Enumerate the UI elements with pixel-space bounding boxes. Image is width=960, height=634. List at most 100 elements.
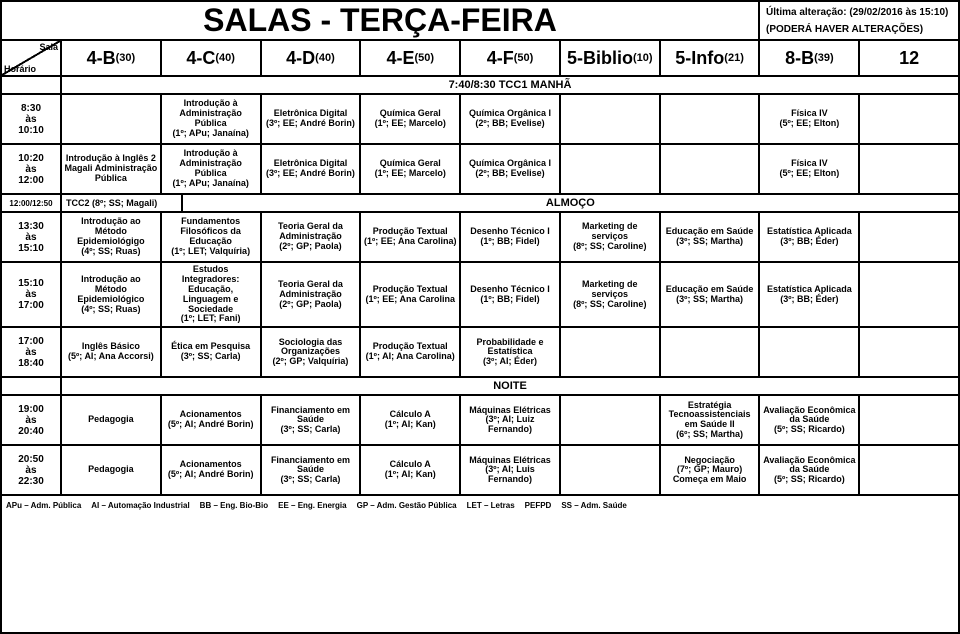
cell-3-5: Marketing de serviços(8º; SS; Caroline) xyxy=(561,263,661,326)
legend-6: PEFPD xyxy=(525,501,552,510)
cell-4-1: Ética em Pesquisa(3º; SS; Carla) xyxy=(162,328,262,376)
cell-3-8 xyxy=(860,263,958,326)
column-header-row: Sala Horário 4-B(30) 4-C(40) 4-D(40) 4-E… xyxy=(2,41,958,77)
cell-5-7: Avaliação Econômica da Saúde(5º; SS; Ric… xyxy=(760,396,860,444)
cell-0-2: Eletrônica Digital(3º; EE; André Borin) xyxy=(262,95,362,143)
cell-3-2: Teoria Geral da Administração(2º; GP; Pa… xyxy=(262,263,362,326)
cell-5-2: Financiamento em Saúde(3º; SS; Carla) xyxy=(262,396,362,444)
cell-1-0: Introdução à Inglês 2Magali Administraçã… xyxy=(62,145,162,193)
cell-3-6: Educação em Saúde(3º; SS; Martha) xyxy=(661,263,761,326)
cell-6-6: Negociação(7º; GP; Mauro)Começa em Maio xyxy=(661,446,761,494)
cell-6-5 xyxy=(561,446,661,494)
cell-3-3: Produção Textual(1º; EE; Ana Carolina xyxy=(361,263,461,326)
legend-7: SS – Adm. Saúde xyxy=(561,501,627,510)
cell-1-6 xyxy=(661,145,761,193)
cell-4-0: Inglês Básico(5º; AI; Ana Accorsi) xyxy=(62,328,162,376)
cell-2-1: Fundamentos Filosóficos da Educação(1º; … xyxy=(162,213,262,261)
col-4d: 4-D(40) xyxy=(262,41,362,75)
row-tcc2: 12:00/12:50 TCC2 (8º; SS; Magali) ALMOÇO xyxy=(2,195,958,213)
col-5info: 5-Info(21) xyxy=(661,41,761,75)
banner-noite-time xyxy=(2,378,62,394)
row-1: 10:20às12:00 Introdução à Inglês 2Magali… xyxy=(2,145,958,195)
cell-5-6: Estratégia Tecnoassistenciais em Saúde I… xyxy=(661,396,761,444)
cell-6-0: Pedagogia xyxy=(62,446,162,494)
cell-6-7: Avaliação Econômica da Saúde(5º; SS; Ric… xyxy=(760,446,860,494)
cell-1-1: Introdução à Administração Pública(1º; A… xyxy=(162,145,262,193)
cell-3-7: Estatística Aplicada(3º; BB; Éder) xyxy=(760,263,860,326)
cell-4-6 xyxy=(661,328,761,376)
cell-2-0: Introdução ao Método Epidemiológigo(4º; … xyxy=(62,213,162,261)
cell-5-0: Pedagogia xyxy=(62,396,162,444)
corner-cell: Sala Horário xyxy=(2,41,62,75)
last-change: Última alteração: (29/02/2016 às 15:10) xyxy=(766,7,952,18)
cell-1-5 xyxy=(561,145,661,193)
row-1-time: 10:20às12:00 xyxy=(2,145,62,193)
cell-6-8 xyxy=(860,446,958,494)
banner-tcc1-time xyxy=(2,77,62,93)
cell-2-4: Desenho Técnico I(1º; BB; Fidel) xyxy=(461,213,561,261)
row-6-time: 20:50às22:30 xyxy=(2,446,62,494)
banner-tcc1-text: 7:40/8:30 TCC1 MANHÃ xyxy=(62,77,958,93)
cell-4-3: Produção Textual(1º; AI; Ana Carolina) xyxy=(361,328,461,376)
meta-box: Última alteração: (29/02/2016 às 15:10) … xyxy=(758,2,958,39)
row-3-time: 15:10às17:00 xyxy=(2,263,62,326)
cell-0-6 xyxy=(661,95,761,143)
cell-1-8 xyxy=(860,145,958,193)
corner-top: Sala xyxy=(4,42,58,52)
cell-5-3: Cálculo A(1º; AI; Kan) xyxy=(361,396,461,444)
cell-4-2: Sociologia das Organizações(2º; GP; Valq… xyxy=(262,328,362,376)
banner-noite-text: NOITE xyxy=(62,378,958,394)
row-0: 8:30às10:10 Introdução à Administração P… xyxy=(2,95,958,145)
legend-4: GP – Adm. Gestão Pública xyxy=(357,501,457,510)
cell-5-8 xyxy=(860,396,958,444)
cell-1-7: Física IV(5º; EE; Elton) xyxy=(760,145,860,193)
col-4e: 4-E(50) xyxy=(361,41,461,75)
row-2: 13:30às15:10 Introdução ao Método Epidem… xyxy=(2,213,958,263)
cell-1-2: Eletrônica Digital(3º; EE; André Borin) xyxy=(262,145,362,193)
cell-3-4: Desenho Técnico I(1º; BB; Fidel) xyxy=(461,263,561,326)
banner-almoco: ALMOÇO xyxy=(183,195,958,211)
col-12: 12 xyxy=(860,41,958,75)
legend: APu – Adm. Pública AI – Automação Indust… xyxy=(2,496,958,514)
page-title: SALAS - TERÇA-FEIRA xyxy=(2,2,758,39)
cell-6-1: Acionamentos(5º; AI; André Borin) xyxy=(162,446,262,494)
cell-5-1: Acionamentos(5º; AI; André Borin) xyxy=(162,396,262,444)
row-6: 20:50às22:30 Pedagogia Acionamentos(5º; … xyxy=(2,446,958,496)
cell-1-4: Química Orgânica I(2º; BB; Evelise) xyxy=(461,145,561,193)
cell-0-5 xyxy=(561,95,661,143)
legend-3: EE – Eng. Energia xyxy=(278,501,346,510)
banner-tcc1: 7:40/8:30 TCC1 MANHÃ xyxy=(2,77,958,95)
cell-6-2: Financiamento em Saúde(3º; SS; Carla) xyxy=(262,446,362,494)
legend-1: AI – Automação Industrial xyxy=(91,501,189,510)
disclaimer: (PODERÁ HAVER ALTERAÇÕES) xyxy=(766,24,952,35)
cell-3-1: Estudos Integradores: Educação, Linguage… xyxy=(162,263,262,326)
cell-6-4: Máquinas Elétricas(3º; AI; Luis Fernando… xyxy=(461,446,561,494)
header: SALAS - TERÇA-FEIRA Última alteração: (2… xyxy=(2,2,958,41)
legend-2: BB – Eng. Bio-Bio xyxy=(200,501,268,510)
cell-4-4: Probabilidade e Estatística(3º; AI; Éder… xyxy=(461,328,561,376)
cell-4-8 xyxy=(860,328,958,376)
row-5: 19:00às20:40 Pedagogia Acionamentos(5º; … xyxy=(2,396,958,446)
cell-3-0: Introdução ao Método Epidemiológico(4º; … xyxy=(62,263,162,326)
banner-noite: NOITE xyxy=(2,378,958,396)
cell-2-5: Marketing de serviços(8º; SS; Caroline) xyxy=(561,213,661,261)
col-4c: 4-C(40) xyxy=(162,41,262,75)
cell-2-2: Teoria Geral da Administração(2º; GP; Pa… xyxy=(262,213,362,261)
row-tcc2-text: TCC2 (8º; SS; Magali) xyxy=(62,195,183,211)
cell-0-4: Química Orgânica I(2º; BB; Evelise) xyxy=(461,95,561,143)
cell-0-7: Física IV(5º; EE; Elton) xyxy=(760,95,860,143)
cell-2-7: Estatística Aplicada(3º; BB; Éder) xyxy=(760,213,860,261)
cell-5-5 xyxy=(561,396,661,444)
corner-bottom: Horário xyxy=(4,64,58,74)
row-4-time: 17:00às18:40 xyxy=(2,328,62,376)
cell-6-3: Cálculo A(1º; AI; Kan) xyxy=(361,446,461,494)
schedule-page: SALAS - TERÇA-FEIRA Última alteração: (2… xyxy=(0,0,960,634)
cell-0-1: Introdução à Administração Pública(1º; A… xyxy=(162,95,262,143)
col-4f: 4-F(50) xyxy=(461,41,561,75)
cell-2-8 xyxy=(860,213,958,261)
cell-2-3: Produção Textual(1º; EE; Ana Carolina) xyxy=(361,213,461,261)
cell-1-3: Química Geral(1º; EE; Marcelo) xyxy=(361,145,461,193)
cell-2-6: Educação em Saúde(3º; SS; Martha) xyxy=(661,213,761,261)
col-8b: 8-B(39) xyxy=(760,41,860,75)
row-tcc2-time: 12:00/12:50 xyxy=(2,195,62,211)
